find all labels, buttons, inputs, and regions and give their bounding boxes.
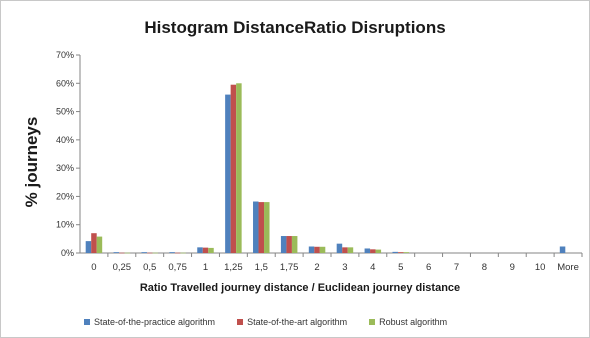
x-tick-label: 0 — [91, 262, 96, 273]
bar — [370, 249, 376, 253]
x-tick-label: 2 — [314, 262, 319, 273]
bar — [124, 252, 131, 254]
x-tick-label: 6 — [426, 262, 431, 273]
x-tick-label: 4 — [370, 262, 375, 273]
y-tick-label: 40% — [56, 135, 74, 145]
bar — [174, 252, 181, 254]
bar — [202, 247, 209, 253]
bar — [146, 252, 153, 254]
bar — [141, 252, 147, 253]
x-tick-label: More — [557, 262, 579, 273]
legend-label-robust: Robust algorithm — [379, 317, 448, 327]
legend-label-practice: State-of-the-practice algorithm — [94, 317, 216, 327]
bar — [197, 247, 203, 253]
legend-label-art: State-of-the-art algorithm — [247, 317, 348, 327]
y-tick-label: 10% — [56, 220, 74, 230]
legend-swatch-practice — [84, 319, 90, 325]
x-tick-label: 0,5 — [143, 262, 156, 273]
x-tick-label: 1,25 — [224, 262, 243, 273]
chart-title: Histogram DistanceRatio Disruptions — [144, 18, 446, 37]
x-tick-label: 0,25 — [113, 262, 132, 273]
bar — [180, 252, 186, 254]
bar — [403, 252, 409, 253]
bar — [286, 236, 292, 253]
bar — [225, 94, 231, 253]
y-tick-label: 0% — [61, 248, 74, 258]
legend-item-practice: State-of-the-practice algorithm — [84, 317, 215, 327]
bar — [152, 252, 158, 254]
x-tick-label: 1,75 — [280, 262, 299, 273]
bar — [85, 241, 92, 253]
bar — [258, 202, 265, 253]
bar — [119, 252, 125, 254]
x-tick-label: 1,5 — [255, 262, 268, 273]
y-tick-label: 50% — [56, 107, 74, 117]
legend: State-of-the-practice algorithm State-of… — [84, 317, 447, 327]
y-tick-label: 20% — [56, 191, 74, 201]
bar — [397, 252, 404, 253]
x-tick-label: 5 — [398, 262, 403, 273]
x-tick-label: 1 — [203, 262, 208, 273]
legend-swatch-art — [237, 319, 244, 325]
x-tick-label: 10 — [535, 262, 546, 273]
legend-swatch-robust — [369, 319, 376, 325]
y-tick-label: 70% — [56, 50, 74, 60]
x-tick-label: 3 — [342, 262, 347, 273]
bar — [236, 83, 242, 254]
legend-item-robust: Robust algorithm — [369, 317, 447, 327]
bar — [342, 247, 348, 253]
x-tick-label: 8 — [482, 262, 487, 273]
bar — [253, 201, 259, 253]
bar — [169, 252, 175, 253]
bar — [364, 248, 371, 253]
legend-item-art: State-of-the-art algorithm — [237, 317, 347, 327]
y-tick-label: 60% — [56, 78, 74, 88]
x-tick-label: 9 — [510, 262, 515, 273]
bar — [113, 252, 120, 253]
bar — [375, 249, 382, 253]
x-axis-label: Ratio Travelled journey distance / Eucli… — [139, 282, 461, 294]
bar — [230, 84, 237, 253]
bar — [336, 243, 343, 253]
bar — [96, 236, 103, 253]
bar — [291, 236, 298, 253]
y-tick-label: 30% — [56, 163, 74, 173]
x-tick-label: 7 — [454, 262, 459, 273]
bar — [280, 236, 287, 253]
bar — [314, 246, 320, 253]
bar — [347, 247, 354, 253]
x-tick-label: 0,75 — [168, 262, 187, 273]
bar — [392, 251, 398, 253]
bar — [264, 202, 270, 253]
bar — [208, 247, 214, 253]
bar — [308, 246, 315, 253]
bar — [319, 246, 326, 253]
bar — [91, 233, 97, 253]
bar — [559, 246, 566, 253]
